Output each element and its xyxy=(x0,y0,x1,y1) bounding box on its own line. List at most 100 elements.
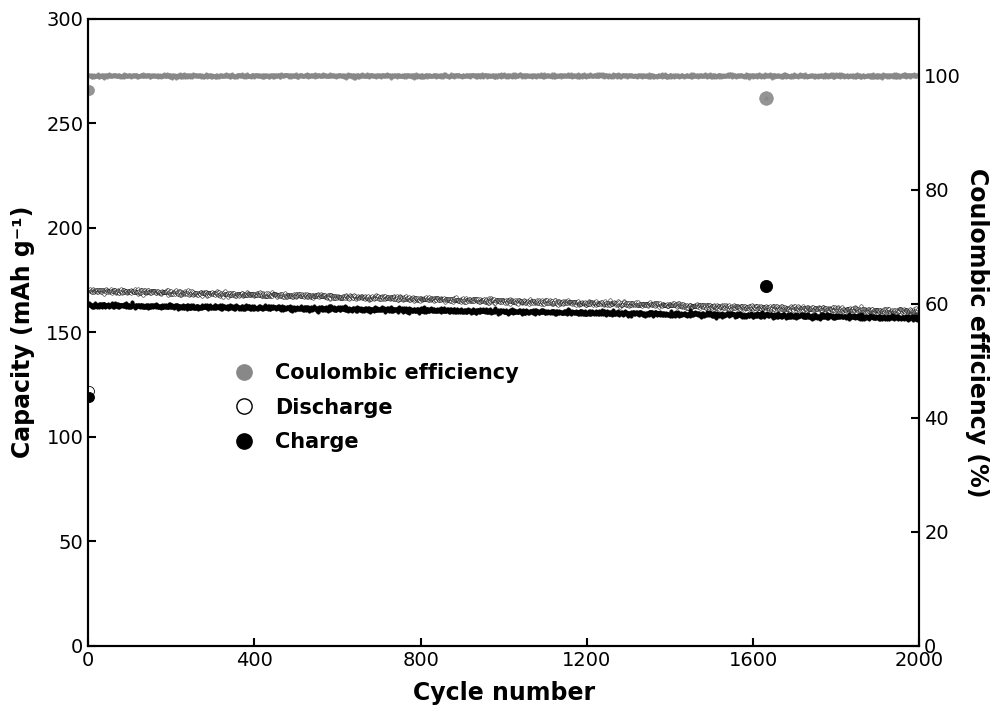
Point xyxy=(502,306,518,318)
Point xyxy=(83,285,99,296)
Point xyxy=(308,291,324,302)
Point xyxy=(261,289,277,301)
Point xyxy=(160,70,176,82)
Point xyxy=(801,303,817,314)
Point xyxy=(354,304,370,315)
Point xyxy=(482,305,498,316)
Point xyxy=(92,286,108,297)
Point xyxy=(131,71,147,82)
Point xyxy=(322,294,338,305)
Point xyxy=(904,311,920,322)
Point xyxy=(802,303,818,314)
Point xyxy=(896,70,912,82)
Point xyxy=(147,301,163,312)
Point xyxy=(580,298,596,309)
Point xyxy=(94,300,110,311)
Point xyxy=(339,70,355,82)
Point xyxy=(622,299,638,311)
Point xyxy=(773,311,789,323)
Point xyxy=(321,71,337,82)
Point xyxy=(190,69,206,81)
Point xyxy=(871,306,887,317)
Point xyxy=(445,306,461,318)
Point xyxy=(215,301,231,313)
Point xyxy=(484,294,500,305)
Point xyxy=(251,301,267,312)
Point xyxy=(878,69,894,81)
Point xyxy=(650,297,666,309)
Point xyxy=(631,71,647,82)
Point xyxy=(464,305,480,316)
Point xyxy=(534,305,550,316)
Point xyxy=(898,310,914,321)
Point xyxy=(294,290,310,301)
Point xyxy=(379,302,395,314)
Point xyxy=(555,307,571,319)
Point xyxy=(312,291,328,302)
Point xyxy=(647,70,663,82)
Point xyxy=(768,309,784,321)
Point xyxy=(872,311,888,322)
Point xyxy=(712,309,728,320)
Point xyxy=(307,303,323,314)
Point xyxy=(404,292,420,304)
Legend: Coulombic efficiency, Discharge, Charge: Coulombic efficiency, Discharge, Charge xyxy=(215,354,527,460)
Point xyxy=(561,296,577,308)
Point xyxy=(511,304,527,316)
Point xyxy=(370,291,386,303)
Point xyxy=(823,70,839,82)
Point xyxy=(846,304,862,315)
Point xyxy=(330,303,346,314)
Point xyxy=(644,300,660,311)
Point xyxy=(615,69,631,81)
Point xyxy=(891,311,907,323)
Point xyxy=(563,70,579,82)
Point xyxy=(236,71,252,82)
Point xyxy=(677,307,693,319)
Point xyxy=(842,311,858,323)
Point xyxy=(366,294,382,305)
Point xyxy=(598,69,614,81)
Point xyxy=(118,70,134,82)
Point xyxy=(811,312,827,324)
Point xyxy=(358,291,374,303)
Point xyxy=(104,297,120,309)
Point xyxy=(624,307,640,319)
Point xyxy=(562,306,578,318)
Point xyxy=(450,70,466,82)
Point xyxy=(773,304,789,315)
Point xyxy=(263,289,279,301)
Point xyxy=(465,306,481,317)
Point xyxy=(400,306,416,317)
Point xyxy=(680,70,696,82)
Point xyxy=(476,70,492,82)
Point xyxy=(837,69,853,81)
Point xyxy=(226,288,242,299)
Point xyxy=(576,308,592,319)
Point xyxy=(359,70,375,82)
Point xyxy=(141,69,157,81)
Point xyxy=(284,301,300,313)
Point xyxy=(413,293,429,304)
Point xyxy=(456,306,472,318)
Point xyxy=(505,296,521,307)
Point xyxy=(317,70,333,82)
Point xyxy=(749,304,765,315)
Point xyxy=(211,289,227,301)
Point xyxy=(186,301,202,313)
Point xyxy=(761,69,777,81)
Point xyxy=(910,69,926,81)
Point xyxy=(592,306,608,318)
Point xyxy=(550,307,566,319)
Point xyxy=(391,69,407,81)
Point xyxy=(400,292,416,304)
Point xyxy=(875,305,891,316)
Point xyxy=(396,71,412,82)
Point xyxy=(581,70,597,82)
Point xyxy=(908,70,924,82)
Point xyxy=(313,71,329,82)
Point xyxy=(156,69,172,80)
Point xyxy=(546,296,562,308)
Point xyxy=(908,310,924,321)
Point xyxy=(436,303,452,314)
